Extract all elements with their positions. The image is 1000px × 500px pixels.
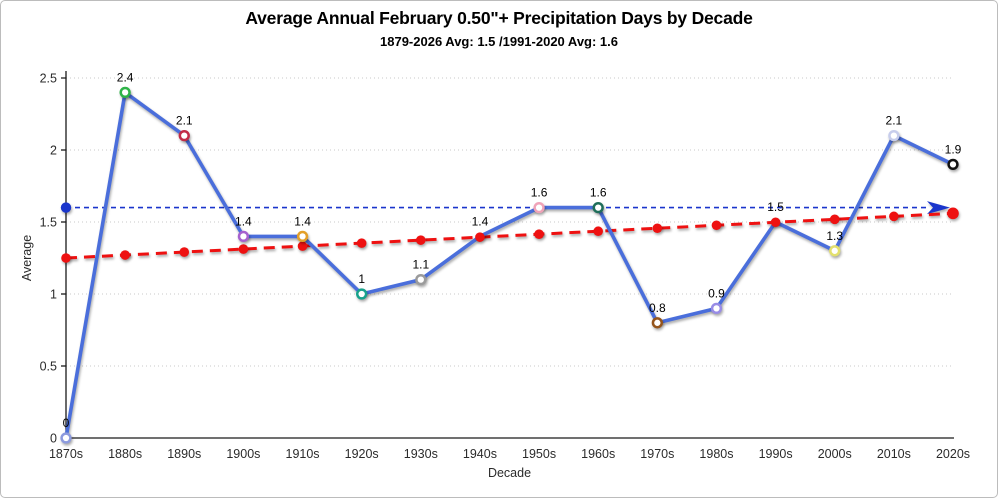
trend-point-1970s xyxy=(652,223,663,234)
data-point-1950s xyxy=(533,201,545,214)
data-label-1960s: 1.6 xyxy=(590,186,607,200)
data-label-1950s: 1.6 xyxy=(531,186,548,200)
x-tick-label: 2010s xyxy=(877,447,911,461)
x-tick-label: 1950s xyxy=(522,447,556,461)
data-label-2010s: 2.1 xyxy=(886,114,903,128)
trend-point-2010s xyxy=(889,211,899,222)
x-tick-label: 2020s xyxy=(936,447,970,461)
y-tick-label: 2 xyxy=(50,144,57,158)
data-point-1980s xyxy=(710,302,723,315)
trend-point-1870s xyxy=(61,253,71,263)
chart-subtitle: 1879-2026 Avg: 1.5 /1991-2020 Avg: 1.6 xyxy=(380,34,618,49)
trend-point-2000s xyxy=(829,214,840,225)
x-tick-label: 1960s xyxy=(581,447,615,461)
reference-arrow-icon xyxy=(927,201,950,215)
x-tick-label: 1900s xyxy=(226,447,260,461)
y-tick-label: 0.5 xyxy=(40,360,57,374)
x-tick-label: 1990s xyxy=(759,447,793,461)
x-tick-label: 1930s xyxy=(404,447,438,461)
trend-point-1990s xyxy=(770,217,781,228)
x-tick-label: 1870s xyxy=(49,447,83,461)
trend-point-1980s xyxy=(711,220,722,231)
trend-point-1950s xyxy=(534,229,544,239)
data-point-1970s xyxy=(651,317,663,329)
y-tick-label: 1 xyxy=(50,288,57,302)
y-tick-label: 2.5 xyxy=(40,72,57,86)
trend-point-1900s xyxy=(238,244,249,254)
data-label-1880s: 2.4 xyxy=(117,70,134,84)
data-point-1900s xyxy=(237,230,250,243)
trend-point-2020s xyxy=(947,207,959,220)
x-tick-label: 1970s xyxy=(640,447,674,461)
trend-point-1910s xyxy=(297,241,308,251)
data-label-1940s: 1.4 xyxy=(472,214,489,228)
data-point-1890s xyxy=(178,129,190,142)
reference-start-dot xyxy=(60,202,72,213)
data-label-1980s: 0.9 xyxy=(708,286,725,300)
data-label-1970s: 0.8 xyxy=(649,301,666,315)
chart-title: Average Annual February 0.50"+ Precipita… xyxy=(245,8,753,28)
x-tick-label: 1910s xyxy=(286,447,320,461)
y-tick-label: 0 xyxy=(50,432,57,446)
data-label-1990s: 1.5 xyxy=(767,200,784,214)
data-label-1930s: 1.1 xyxy=(412,258,429,272)
trend-point-1930s xyxy=(416,235,426,245)
data-label-1870s: 0 xyxy=(63,416,70,430)
data-point-1880s xyxy=(119,86,131,99)
x-axis-label: Decade xyxy=(487,466,532,480)
data-point-1910s xyxy=(296,230,309,243)
data-point-2010s xyxy=(888,129,900,142)
trend-point-1920s xyxy=(356,238,367,248)
data-point-1920s xyxy=(356,288,368,300)
data-point-2020s xyxy=(947,158,959,171)
x-tick-label: 1940s xyxy=(463,447,497,461)
trend-point-1890s xyxy=(179,247,190,257)
data-point-2000s xyxy=(829,245,841,257)
data-point-1930s xyxy=(415,273,427,286)
x-tick-label: 2000s xyxy=(818,447,852,461)
data-label-2020s: 1.9 xyxy=(945,142,962,156)
x-tick-label: 1980s xyxy=(699,447,733,461)
trend-point-1960s xyxy=(593,226,603,237)
y-tick-label: 1.5 xyxy=(40,216,57,230)
x-tick-label: 1880s xyxy=(108,447,142,461)
data-label-2000s: 1.3 xyxy=(826,229,843,243)
trend-point-1880s xyxy=(120,250,130,260)
data-label-1920s: 1 xyxy=(358,272,365,286)
data-point-1870s xyxy=(60,432,72,444)
x-tick-label: 1890s xyxy=(167,447,201,461)
x-tick-label: 1920s xyxy=(345,447,379,461)
trend-line xyxy=(65,211,954,260)
trend-point-1940s xyxy=(475,232,485,242)
data-point-1960s xyxy=(592,201,604,214)
main-series-line xyxy=(64,90,955,440)
data-label-1910s: 1.4 xyxy=(294,214,311,228)
data-label-1900s: 1.4 xyxy=(235,214,252,228)
data-label-1890s: 2.1 xyxy=(176,114,193,128)
